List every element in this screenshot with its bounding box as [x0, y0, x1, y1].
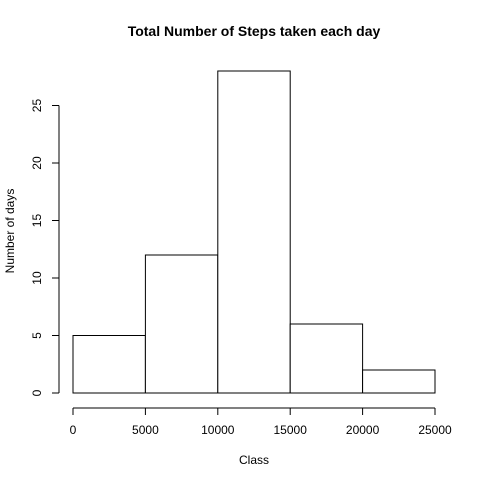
y-axis: 0 5 10 15 20 25 — [30, 99, 60, 396]
bar-1 — [144, 254, 219, 394]
x-tick-label: 10000 — [201, 423, 235, 437]
y-tick-label: 0 — [30, 389, 44, 396]
bar-0 — [72, 335, 146, 394]
chart-title: Total Number of Steps taken each day — [128, 23, 381, 39]
bar-3 — [289, 323, 364, 394]
x-tick-label: 20000 — [346, 423, 380, 437]
y-tick-label: 10 — [30, 271, 44, 285]
x-tick-label: 0 — [70, 423, 77, 437]
x-tick-label: 5000 — [132, 423, 159, 437]
bar-2 — [217, 70, 291, 394]
x-tick-label: 15000 — [274, 423, 308, 437]
x-axis: 0 5000 10000 15000 20000 25000 — [70, 407, 452, 437]
x-tick-label: 25000 — [418, 423, 452, 437]
x-axis-label: Class — [239, 453, 269, 467]
y-tick-label: 20 — [30, 156, 44, 170]
bar-4 — [362, 369, 436, 394]
y-tick-label: 5 — [30, 332, 44, 339]
y-tick-label: 15 — [30, 214, 44, 228]
y-axis-label: Number of days — [3, 189, 17, 274]
y-tick-label: 25 — [30, 99, 44, 113]
bars-group — [72, 70, 436, 394]
